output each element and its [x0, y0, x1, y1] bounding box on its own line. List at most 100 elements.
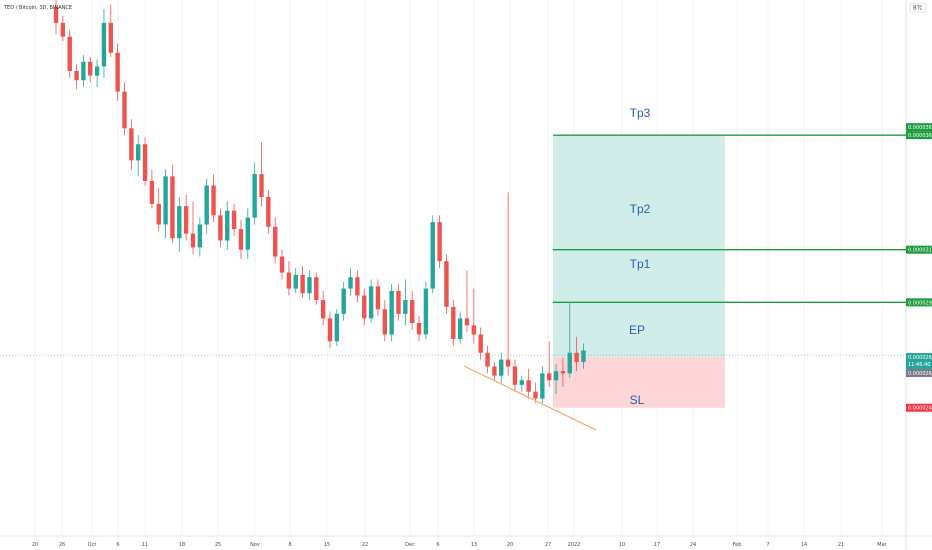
- level-lines: Tp3 Tp2 Tp1 EP SL: [0, 106, 906, 431]
- candle-body: [492, 366, 497, 376]
- candle-body: [499, 359, 504, 376]
- badge-bg: [906, 403, 932, 412]
- time-tick-label: 22: [362, 542, 368, 548]
- time-tick-label: 20: [32, 542, 38, 548]
- time-tick-label: 20: [507, 542, 513, 548]
- candle-body: [540, 373, 545, 399]
- candle-body: [327, 318, 333, 342]
- candle-body: [362, 295, 367, 319]
- candle-body: [485, 352, 490, 367]
- zone-label-ep: EP: [629, 323, 645, 337]
- zone-label-tp3: Tp3: [630, 106, 651, 120]
- price-badge-tp3-dup: 0.0000363: [906, 123, 932, 132]
- time-tick-label: 6: [116, 542, 119, 548]
- candle-body: [74, 71, 79, 81]
- candle-body: [437, 222, 442, 262]
- time-tick-label: 24: [690, 542, 696, 548]
- candle-body: [560, 371, 566, 374]
- candle-body: [238, 229, 244, 250]
- candle-body: [457, 318, 463, 340]
- candle-body: [266, 196, 271, 227]
- price-badges: 0.00003630.00003130.00002900.00002660.00…: [906, 123, 932, 412]
- candle-body: [53, 6, 59, 23]
- candle-body: [163, 176, 168, 225]
- candle-body: [574, 352, 579, 362]
- time-tick-label: 14: [801, 542, 807, 548]
- time-tick-label: 26: [59, 542, 65, 548]
- candle-body: [471, 325, 477, 335]
- candle-body: [314, 277, 319, 301]
- candle-body: [464, 318, 470, 326]
- time-tick-label: 10: [619, 542, 625, 548]
- candle-body: [231, 210, 237, 230]
- candle-body: [368, 286, 374, 319]
- badge-bg: [906, 123, 932, 132]
- candle-body: [108, 22, 113, 53]
- currency-badge[interactable]: BTC: [909, 2, 927, 13]
- candle-body: [389, 290, 394, 335]
- badge-text: 0.0000313: [908, 248, 932, 254]
- candle-body: [512, 366, 518, 385]
- time-tick-label: 15: [324, 542, 330, 548]
- time-tick-label: 21: [838, 542, 844, 548]
- candle-body: [320, 300, 326, 319]
- badge-bg: [906, 298, 932, 307]
- time-tick-label: Mar: [877, 542, 887, 548]
- candle-body: [410, 300, 415, 323]
- candle-body: [122, 91, 127, 129]
- candle-body: [170, 176, 175, 239]
- candle-body: [204, 185, 209, 225]
- candle-body: [293, 274, 298, 289]
- candle-body: [88, 61, 93, 76]
- time-tick-label: Dec: [405, 542, 415, 548]
- time-tick-label: 13: [471, 542, 477, 548]
- candle-body: [553, 371, 559, 381]
- candle-body: [375, 286, 381, 310]
- time-axis[interactable]: 20 26 Oct 6 11 18 25 Nov 8 15 22 Dec 6 13 20 27 2022 10 17…: [32, 542, 888, 548]
- candle-body: [307, 277, 312, 294]
- time-tick-label: 7: [766, 542, 769, 548]
- candle-body: [341, 288, 346, 314]
- currency-label: BTC: [913, 6, 923, 12]
- candle-body: [300, 274, 305, 294]
- profit-zone: [553, 135, 725, 358]
- countdown-text: 11:46:40: [908, 362, 930, 368]
- time-tick-label: Oct: [88, 542, 97, 548]
- candle-body: [423, 288, 429, 335]
- badge-bg: [906, 131, 932, 140]
- candle-body: [136, 144, 141, 161]
- candle-body: [142, 144, 148, 181]
- badge-text: 0.0000244: [908, 406, 932, 412]
- candle-body: [279, 256, 285, 273]
- support-trendline: [463, 365, 597, 431]
- candle-body: [211, 185, 216, 216]
- candle-body: [567, 352, 572, 374]
- position-zones: [553, 135, 725, 408]
- candle-body: [444, 261, 449, 307]
- candle-body: [451, 306, 456, 340]
- secondary-badge-text: 0.0000269: [908, 371, 932, 377]
- badge-text: 0.0000363: [908, 125, 932, 131]
- candle-body: [218, 215, 223, 241]
- candle-body: [505, 359, 511, 367]
- candle-body: [129, 128, 134, 161]
- candle-body: [67, 36, 72, 72]
- symbol-title: TEO / Bitcoin, 3D, BINANCE: [3, 5, 72, 11]
- time-tick-label: 6: [436, 542, 439, 548]
- badge-bg: [906, 353, 932, 370]
- current-price-text: 0.0000266: [908, 355, 932, 361]
- candle-body: [526, 380, 531, 392]
- zone-label-tp2: Tp2: [630, 202, 651, 216]
- candle-body: [252, 174, 257, 218]
- candle-body: [581, 350, 586, 362]
- badge-text: 0.0000363: [908, 133, 932, 139]
- current-price-badge: 0.000026611:46:40 0.0000269: [906, 353, 932, 378]
- candle-body: [519, 380, 524, 385]
- candle-body: [197, 224, 203, 248]
- badge-bg: [906, 245, 932, 254]
- candle-body: [430, 222, 435, 289]
- candle-body: [286, 272, 292, 289]
- candle-body: [190, 233, 196, 248]
